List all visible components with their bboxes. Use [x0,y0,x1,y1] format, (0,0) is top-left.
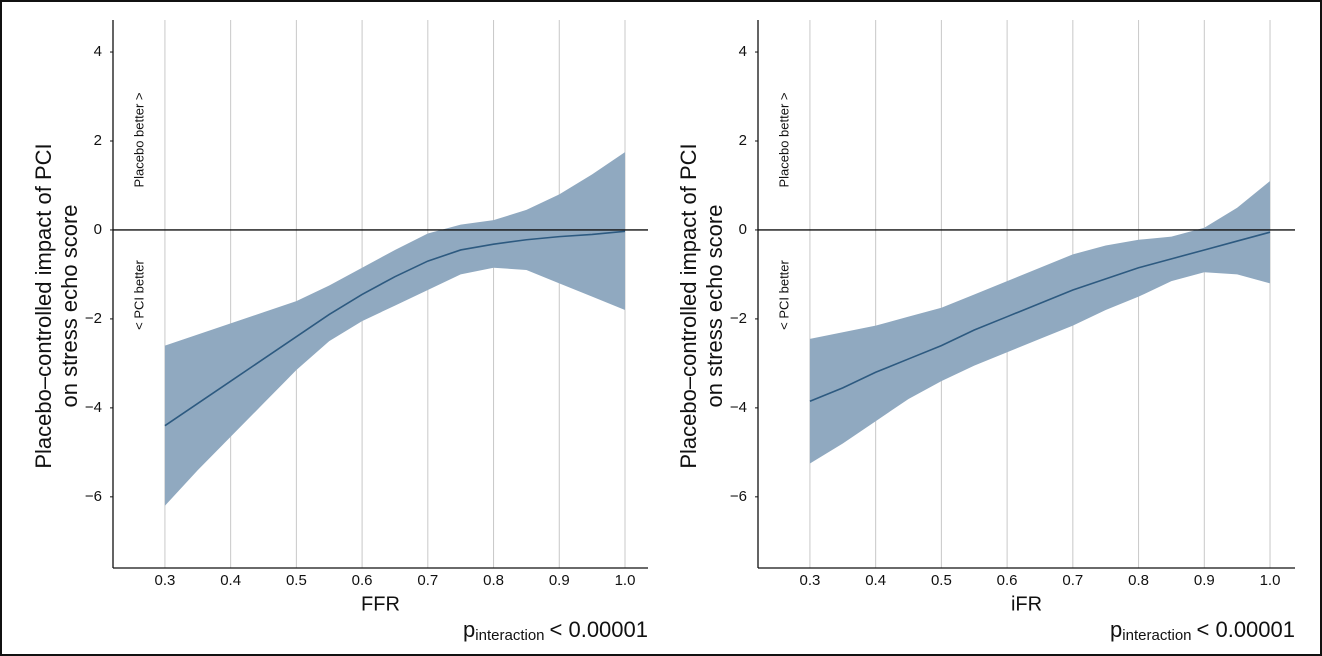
x-tick-label: 0.6 [352,572,373,589]
p-rest: < 0.00001 [1197,617,1295,642]
p-rest: < 0.00001 [550,617,648,642]
x-axis-label: FFR [361,593,400,615]
y-tick-label: −4 [730,399,747,416]
x-axis-label: iFR [1011,593,1042,615]
y-tick-label: 2 [94,132,102,149]
y-tick-label: 2 [739,132,747,149]
p-main: p [463,617,475,642]
annotation: Placebo better > [776,92,791,187]
x-tick-label: 0.3 [799,572,820,589]
annotation: Placebo better > [131,92,146,187]
panel: 0.3 0.4 0.5 0.6 0.7 0.8 0.9 1.0 −6 −4 −2 0 2 4 Placebo… [676,20,1295,644]
x-tick-label: 0.6 [997,572,1018,589]
p-main: p [1110,617,1122,642]
y-axis-label: Placebo–controlled impact of PCI [31,143,56,468]
y-tick-label: 4 [739,43,747,60]
annotation: < PCI better [776,259,791,329]
y-axis-label: on stress echo score [702,205,727,408]
x-tick-label: 0.5 [286,572,307,589]
x-tick-label: 1.0 [615,572,636,589]
x-tick-label: 0.9 [549,572,570,589]
x-tick-label: 0.4 [865,572,886,589]
x-tick-label: 0.7 [417,572,438,589]
p-value: pinteraction < 0.00001 [463,617,648,644]
x-tick-label: 0.8 [483,572,504,589]
y-axis-label: Placebo–controlled impact of PCI [676,143,701,468]
y-tick-label: 0 [739,221,747,238]
p-value: pinteraction < 0.00001 [1110,617,1295,644]
panel: 0.3 0.4 0.5 0.6 0.7 0.8 0.9 1.0 −6 −4 −2 0 2 4 Placebo… [31,20,648,644]
estimate-line [164,230,626,427]
estimate-line [809,231,1271,402]
x-tick-label: 0.4 [220,572,241,589]
x-tick-label: 0.9 [1194,572,1215,589]
x-tick-label: 1.0 [1260,572,1281,589]
y-tick-label: 0 [94,221,102,238]
y-tick-label: −6 [85,488,102,505]
x-tick-label: 0.5 [931,572,952,589]
y-tick-label: −2 [730,310,747,327]
y-tick-label: 4 [94,43,102,60]
p-sub: interaction [1122,627,1191,644]
confidence-band [164,152,625,506]
x-tick-label: 0.8 [1128,572,1149,589]
confidence-band [809,181,1271,464]
y-tick-label: −6 [730,488,747,505]
y-tick-label: −2 [85,310,102,327]
y-tick-label: −4 [85,399,102,416]
y-axis-label: on stress echo score [57,205,82,408]
x-tick-label: 0.3 [154,572,175,589]
annotation: < PCI better [131,259,146,329]
x-tick-label: 0.7 [1062,572,1083,589]
p-sub: interaction [475,627,544,644]
